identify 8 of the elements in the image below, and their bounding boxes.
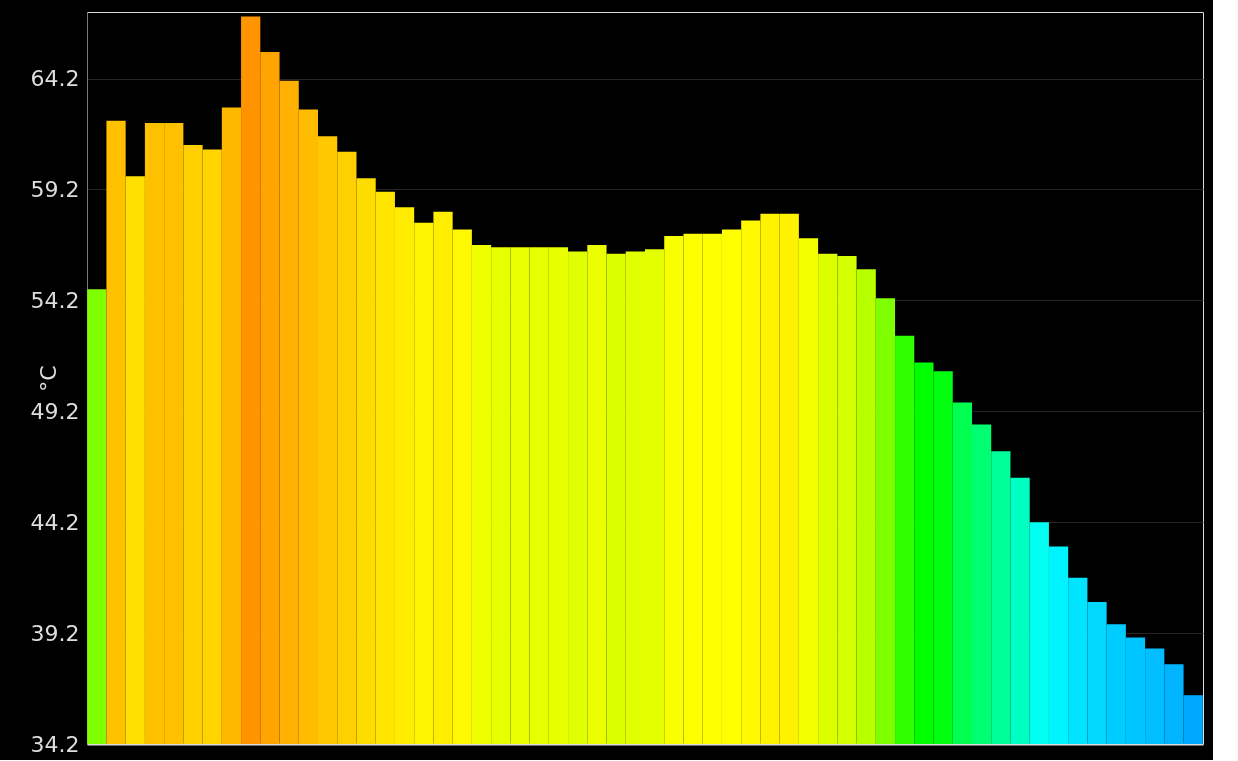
y-tick-label: 59.2 xyxy=(30,176,80,202)
y-tick-label: 54.2 xyxy=(30,287,80,313)
y-tick-label: 39.2 xyxy=(30,620,80,646)
y-tick-label: 49.2 xyxy=(30,398,80,424)
y-tick-label: 64.2 xyxy=(30,66,80,92)
y-tick-label: 34.2 xyxy=(30,731,80,757)
y-axis-title: °C xyxy=(35,365,61,392)
y-tick-label: 44.2 xyxy=(30,509,80,535)
